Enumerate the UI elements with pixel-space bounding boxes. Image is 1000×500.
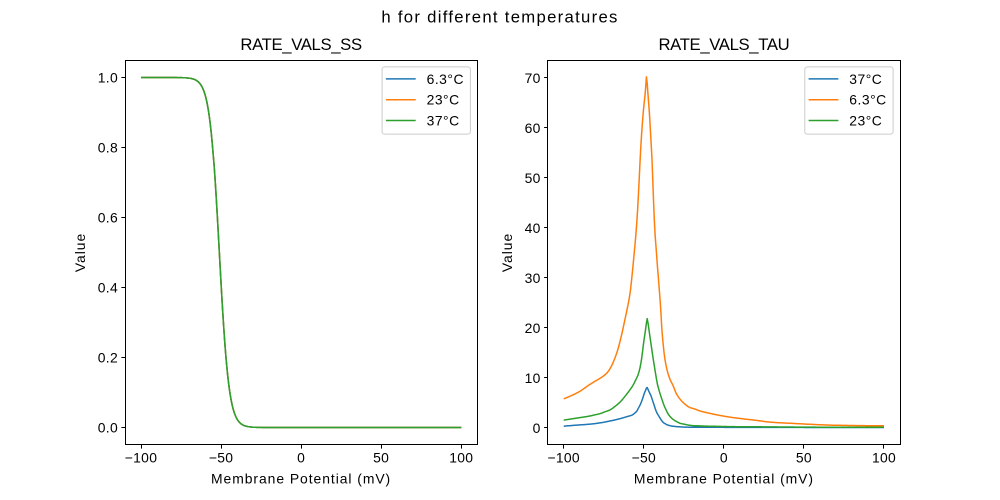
svg-text:0.0: 0.0 — [98, 419, 118, 435]
svg-text:Membrane Potential (mV): Membrane Potential (mV) — [634, 470, 814, 486]
svg-text:70: 70 — [525, 70, 541, 86]
svg-text:Membrane Potential (mV): Membrane Potential (mV) — [211, 470, 391, 486]
svg-text:100: 100 — [872, 450, 896, 466]
svg-text:−100: −100 — [125, 450, 158, 466]
svg-text:−100: −100 — [547, 450, 580, 466]
svg-text:37°C: 37°C — [427, 112, 460, 128]
svg-text:23°C: 23°C — [427, 92, 460, 108]
svg-text:0: 0 — [297, 450, 305, 466]
svg-text:0: 0 — [533, 420, 541, 436]
svg-text:30: 30 — [525, 270, 541, 286]
svg-text:50: 50 — [373, 450, 389, 466]
svg-text:RATE_VALS_SS: RATE_VALS_SS — [240, 35, 362, 54]
svg-text:6.3°C: 6.3°C — [427, 71, 464, 87]
svg-text:0: 0 — [720, 450, 728, 466]
svg-text:1.0: 1.0 — [98, 69, 118, 85]
svg-text:20: 20 — [525, 320, 541, 336]
svg-text:37°C: 37°C — [849, 71, 882, 87]
svg-text:0.4: 0.4 — [98, 279, 118, 295]
svg-text:Value: Value — [72, 233, 88, 272]
svg-text:−50: −50 — [209, 450, 233, 466]
svg-text:60: 60 — [525, 120, 541, 136]
svg-text:−50: −50 — [632, 450, 656, 466]
svg-text:0.6: 0.6 — [98, 209, 118, 225]
svg-text:50: 50 — [796, 450, 812, 466]
svg-text:h for different temperatures: h for different temperatures — [381, 8, 618, 27]
svg-text:0.8: 0.8 — [98, 139, 118, 155]
svg-text:RATE_VALS_TAU: RATE_VALS_TAU — [658, 35, 789, 54]
svg-text:6.3°C: 6.3°C — [849, 92, 886, 108]
svg-text:100: 100 — [449, 450, 473, 466]
svg-text:23°C: 23°C — [849, 112, 882, 128]
svg-text:0.2: 0.2 — [98, 349, 118, 365]
svg-text:50: 50 — [525, 170, 541, 186]
svg-text:40: 40 — [525, 220, 541, 236]
svg-text:Value: Value — [499, 233, 515, 272]
svg-text:10: 10 — [525, 370, 541, 386]
